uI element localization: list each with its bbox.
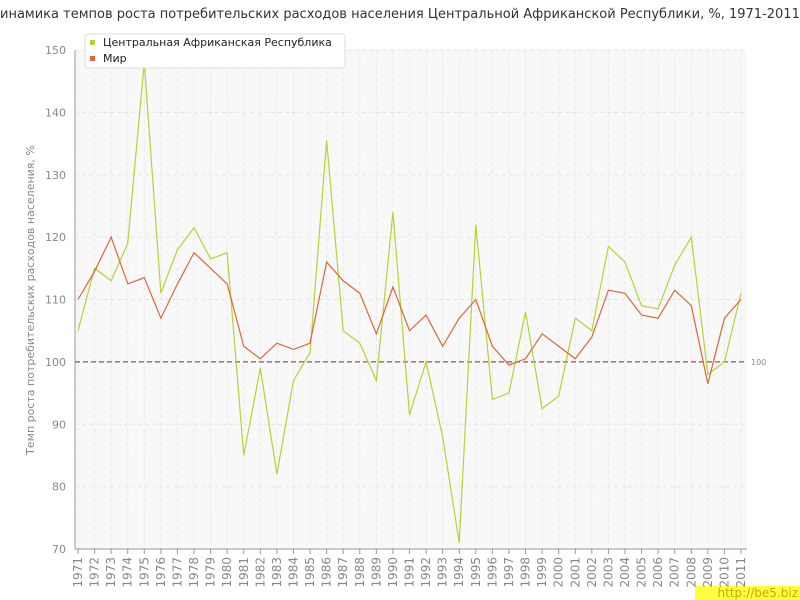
x-tick-label: 1971 <box>71 557 85 588</box>
x-tick-label: 1996 <box>485 557 499 588</box>
legend-label: Центральная Африканская Республика <box>103 36 332 49</box>
x-tick-label: 2011 <box>734 557 748 588</box>
x-tick-label: 1992 <box>419 557 433 588</box>
x-tick-label: 1977 <box>170 557 184 588</box>
y-axis-label: Темп роста потребительских расходов насе… <box>24 145 37 456</box>
x-tick-label: 1984 <box>286 557 300 588</box>
x-tick-label: 1999 <box>535 557 549 588</box>
x-tick-label: 2010 <box>717 557 731 588</box>
y-tick-label: 80 <box>52 481 66 494</box>
y-tick-label: 70 <box>52 543 66 556</box>
x-tick-label: 1991 <box>403 557 417 588</box>
x-tick-label: 2006 <box>651 557 665 588</box>
y-tick-label: 100 <box>45 356 66 369</box>
x-tick-label: 1994 <box>452 557 466 588</box>
legend: Центральная Африканская Республика Мир <box>84 33 346 69</box>
x-tick-label: 2004 <box>618 557 632 588</box>
y-tick-label: 140 <box>45 106 66 119</box>
x-tick-label: 1995 <box>469 557 483 588</box>
legend-label: Мир <box>103 52 127 65</box>
chart-title: инамика темпов роста потребительских рас… <box>0 7 800 22</box>
x-tick-label: 2008 <box>684 557 698 588</box>
x-tick-label: 2001 <box>568 557 582 588</box>
x-tick-label: 2002 <box>585 557 599 588</box>
x-tick-label: 1981 <box>237 557 251 588</box>
x-tick-label: 1983 <box>270 557 284 588</box>
y-tick-label: 150 <box>45 44 66 57</box>
x-tick-label: 1988 <box>353 557 367 588</box>
legend-swatch <box>90 56 95 61</box>
watermark-bg <box>695 586 800 600</box>
x-tick-label: 1976 <box>154 557 168 588</box>
series-line <box>77 62 742 543</box>
x-tick-label: 1986 <box>320 557 334 588</box>
x-tick-label: 1990 <box>386 557 400 588</box>
y-tick-label: 90 <box>52 418 66 431</box>
x-tick-label: 1978 <box>187 557 201 588</box>
x-tick-label: 1973 <box>104 557 118 588</box>
x-tick-label: 1987 <box>336 557 350 588</box>
x-tick-label: 1997 <box>502 557 516 588</box>
x-tick-label: 1980 <box>220 557 234 588</box>
series-line <box>77 235 742 384</box>
x-tick-label: 1979 <box>204 557 218 588</box>
reference-label: 100 <box>751 358 766 367</box>
y-tick-label: 120 <box>45 231 66 244</box>
x-tick-label: 1998 <box>519 557 533 588</box>
x-tick-label: 2000 <box>552 557 566 588</box>
x-tick-label: 1982 <box>253 557 267 588</box>
x-tick-label: 2009 <box>701 557 715 588</box>
legend-swatch <box>90 40 95 45</box>
x-tick-label: 2003 <box>601 557 615 588</box>
legend-box <box>84 33 346 69</box>
x-tick-label: 1974 <box>121 557 135 588</box>
x-tick-label: 1993 <box>436 557 450 588</box>
x-tick-label: 2007 <box>668 557 682 588</box>
y-tick-label: 110 <box>45 294 66 307</box>
y-tick-label: 130 <box>45 169 66 182</box>
x-tick-label: 1989 <box>369 557 383 588</box>
x-tick-label: 1985 <box>303 557 317 588</box>
x-tick-label: 2005 <box>635 557 649 588</box>
x-tick-label: 1972 <box>88 557 102 588</box>
watermark: http://be5.biz <box>718 586 798 600</box>
x-tick-label: 1975 <box>137 557 151 588</box>
